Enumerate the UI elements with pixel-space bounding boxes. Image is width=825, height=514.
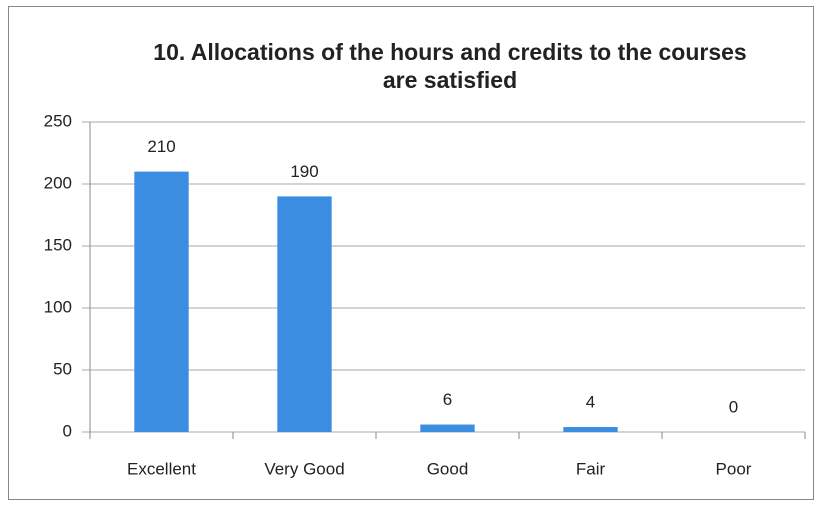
data-label: 4 — [586, 393, 595, 412]
data-label: 210 — [147, 137, 175, 156]
bar — [134, 171, 189, 432]
x-tick-label: Excellent — [127, 459, 196, 478]
x-tick-label: Fair — [576, 459, 606, 478]
y-tick-label: 200 — [44, 173, 72, 192]
x-tick-label: Good — [427, 459, 469, 478]
data-label: 0 — [729, 397, 738, 416]
y-tick-label: 250 — [44, 111, 72, 130]
y-tick-label: 150 — [44, 235, 72, 254]
y-tick-label: 0 — [63, 421, 72, 440]
chart-frame — [8, 6, 814, 500]
bar — [420, 424, 475, 432]
x-tick-label: Poor — [716, 459, 752, 478]
chart-title: 10. Allocations of the hours and credits… — [153, 39, 747, 93]
data-label: 6 — [443, 390, 452, 409]
data-label: 190 — [290, 162, 318, 181]
y-tick-label: 100 — [44, 297, 72, 316]
bar — [563, 427, 618, 432]
x-tick-label: Very Good — [264, 459, 344, 478]
y-tick-label: 50 — [53, 359, 72, 378]
bar — [277, 196, 332, 432]
